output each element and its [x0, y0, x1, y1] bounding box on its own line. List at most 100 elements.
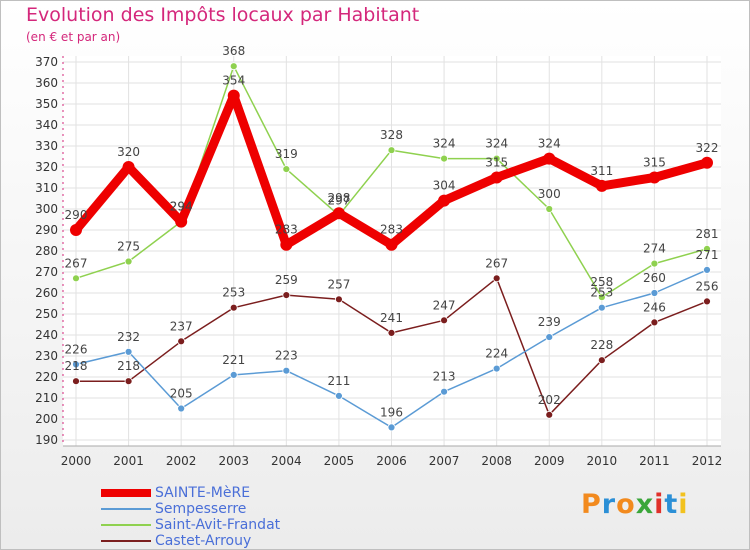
y-tick-label: 290 [35, 223, 58, 237]
logo-letter: P [581, 489, 602, 520]
y-tick-label: 370 [35, 55, 58, 69]
x-tick-label: 2005 [324, 454, 355, 468]
data-label: 294 [170, 200, 193, 214]
data-label: 246 [643, 300, 666, 314]
data-point [650, 318, 659, 327]
data-label: 300 [538, 187, 561, 201]
data-point [648, 171, 661, 184]
logo-letter: t [664, 489, 679, 520]
data-label: 253 [222, 286, 245, 300]
data-label: 368 [222, 44, 245, 58]
y-tick-label: 270 [35, 265, 58, 279]
legend-swatch-saint-avit-frandat [101, 524, 151, 526]
data-label: 202 [538, 393, 561, 407]
logo-letter: x [635, 489, 655, 520]
data-point [385, 238, 398, 251]
data-label: 260 [643, 271, 666, 285]
y-tick-label: 360 [35, 76, 58, 90]
chart-subtitle: (en € et par an) [26, 30, 121, 44]
data-point [597, 356, 606, 365]
legend-item-castet-arrouy: Castet-Arrouy [101, 533, 280, 549]
data-point [124, 377, 133, 386]
data-point [282, 291, 291, 300]
data-point [72, 274, 80, 283]
data-point [543, 152, 556, 165]
data-label: 267 [485, 256, 508, 270]
data-label: 267 [65, 256, 88, 270]
data-point [177, 404, 186, 413]
legend: SAINTE-MèRE Sempesserre Saint-Avit-Frand… [101, 485, 280, 549]
data-label: 320 [117, 145, 140, 159]
data-point [703, 244, 711, 253]
x-tick-label: 2012 [692, 454, 723, 468]
data-label: 354 [222, 74, 245, 88]
y-tick-label: 340 [35, 118, 58, 132]
data-point [438, 194, 451, 207]
data-point [492, 364, 501, 373]
y-tick-label: 200 [35, 412, 58, 426]
y-tick-label: 250 [35, 307, 58, 321]
legend-label: SAINTE-MèRE [155, 485, 251, 501]
data-point [492, 274, 501, 283]
data-point [335, 391, 343, 400]
y-tick-label: 190 [35, 433, 58, 447]
logo-letter: r [601, 489, 617, 520]
data-label: 239 [538, 315, 561, 329]
data-point [387, 146, 396, 155]
data-label: 211 [327, 374, 350, 388]
data-label: 324 [538, 137, 561, 151]
data-label: 324 [433, 137, 456, 151]
logo-letter: o [616, 489, 636, 520]
y-tick-label: 350 [35, 97, 58, 111]
chart-title: Evolution des Impôts locaux par Habitant [26, 4, 420, 26]
data-label: 275 [117, 240, 140, 254]
data-label: 256 [696, 279, 719, 293]
y-tick-label: 280 [35, 244, 58, 258]
data-point [440, 316, 448, 325]
data-label: 253 [590, 286, 613, 300]
data-point [175, 215, 188, 228]
data-point [595, 179, 608, 192]
y-tick-label: 310 [35, 181, 58, 195]
data-label: 223 [275, 349, 298, 363]
data-point [227, 89, 240, 102]
data-label: 237 [170, 319, 193, 333]
data-point [282, 165, 291, 174]
data-point [124, 347, 133, 356]
data-label: 218 [65, 359, 88, 373]
data-label: 290 [65, 208, 88, 222]
x-tick-label: 2010 [587, 454, 618, 468]
y-tick-label: 260 [35, 286, 58, 300]
y-tick-label: 210 [35, 391, 58, 405]
data-label: 274 [643, 242, 666, 256]
data-point [124, 257, 133, 266]
data-label: 281 [696, 227, 719, 241]
data-label: 298 [327, 191, 350, 205]
data-label: 294 [170, 200, 193, 214]
data-point [545, 205, 554, 213]
x-tick-label: 2007 [429, 454, 460, 468]
data-label: 315 [485, 156, 508, 170]
legend-label: Sempesserre [155, 501, 247, 517]
data-label: 315 [643, 156, 666, 170]
legend-label: Castet-Arrouy [155, 533, 252, 549]
data-label: 224 [485, 347, 508, 361]
data-label: 319 [275, 147, 298, 161]
data-point [387, 328, 396, 337]
data-point [703, 297, 711, 306]
data-point [280, 238, 293, 251]
legend-swatch-castet-arrouy [101, 540, 151, 542]
logo-letter: i [654, 489, 665, 520]
data-point [229, 303, 238, 312]
data-point [650, 289, 659, 297]
data-point [335, 295, 343, 304]
x-tick-label: 2006 [376, 454, 407, 468]
data-label: 196 [380, 405, 403, 419]
data-point [597, 293, 606, 302]
y-tick-label: 240 [35, 328, 58, 342]
data-point [177, 337, 186, 346]
data-label: 259 [275, 273, 298, 287]
y-tick-label: 320 [35, 160, 58, 174]
data-point [545, 410, 554, 419]
data-label: 205 [170, 387, 193, 401]
